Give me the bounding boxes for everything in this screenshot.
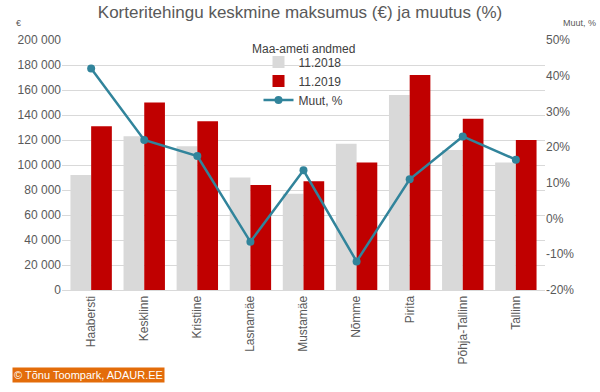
svg-text:Mustamäe: Mustamäe xyxy=(296,295,310,351)
svg-text:40 000: 40 000 xyxy=(24,233,61,247)
svg-text:30%: 30% xyxy=(546,105,570,119)
svg-text:160 000: 160 000 xyxy=(18,83,62,97)
svg-text:Korteritehingu keskmine maksum: Korteritehingu keskmine maksumus (€) ja … xyxy=(98,3,502,22)
svg-text:20%: 20% xyxy=(546,140,570,154)
svg-text:© Tõnu Toompark, ADAUR.EE: © Tõnu Toompark, ADAUR.EE xyxy=(14,369,163,381)
svg-text:€: € xyxy=(16,18,21,28)
svg-text:180 000: 180 000 xyxy=(18,58,62,72)
svg-text:Muut, %: Muut, % xyxy=(299,94,343,108)
svg-text:Haabersti: Haabersti xyxy=(84,296,98,347)
svg-text:Pirita: Pirita xyxy=(403,295,417,323)
svg-text:140 000: 140 000 xyxy=(18,108,62,122)
svg-text:Nõmme: Nõmme xyxy=(349,295,363,337)
svg-text:20 000: 20 000 xyxy=(24,258,61,272)
svg-text:120 000: 120 000 xyxy=(18,133,62,147)
svg-text:10%: 10% xyxy=(546,176,570,190)
svg-text:Maa-ameti andmed: Maa-ameti andmed xyxy=(252,42,355,56)
svg-text:Kesklinn: Kesklinn xyxy=(137,296,151,341)
svg-text:Muut, %: Muut, % xyxy=(563,18,596,28)
svg-text:-20%: -20% xyxy=(546,283,574,297)
svg-text:200 000: 200 000 xyxy=(18,33,62,47)
svg-text:-10%: -10% xyxy=(546,247,574,261)
svg-text:Tallinn: Tallinn xyxy=(509,296,523,330)
svg-text:0: 0 xyxy=(54,283,61,297)
svg-text:Lasnamäe: Lasnamäe xyxy=(243,295,257,351)
svg-text:Põhja-Tallinn: Põhja-Tallinn xyxy=(456,296,470,365)
svg-text:100 000: 100 000 xyxy=(18,158,62,172)
svg-text:0%: 0% xyxy=(546,212,564,226)
svg-text:60 000: 60 000 xyxy=(24,208,61,222)
svg-text:40%: 40% xyxy=(546,69,570,83)
svg-text:Kristiine: Kristiine xyxy=(190,295,204,338)
svg-text:11.2018: 11.2018 xyxy=(299,56,342,70)
svg-text:80 000: 80 000 xyxy=(24,183,61,197)
svg-text:11.2019: 11.2019 xyxy=(299,75,342,89)
svg-text:50%: 50% xyxy=(546,33,570,47)
